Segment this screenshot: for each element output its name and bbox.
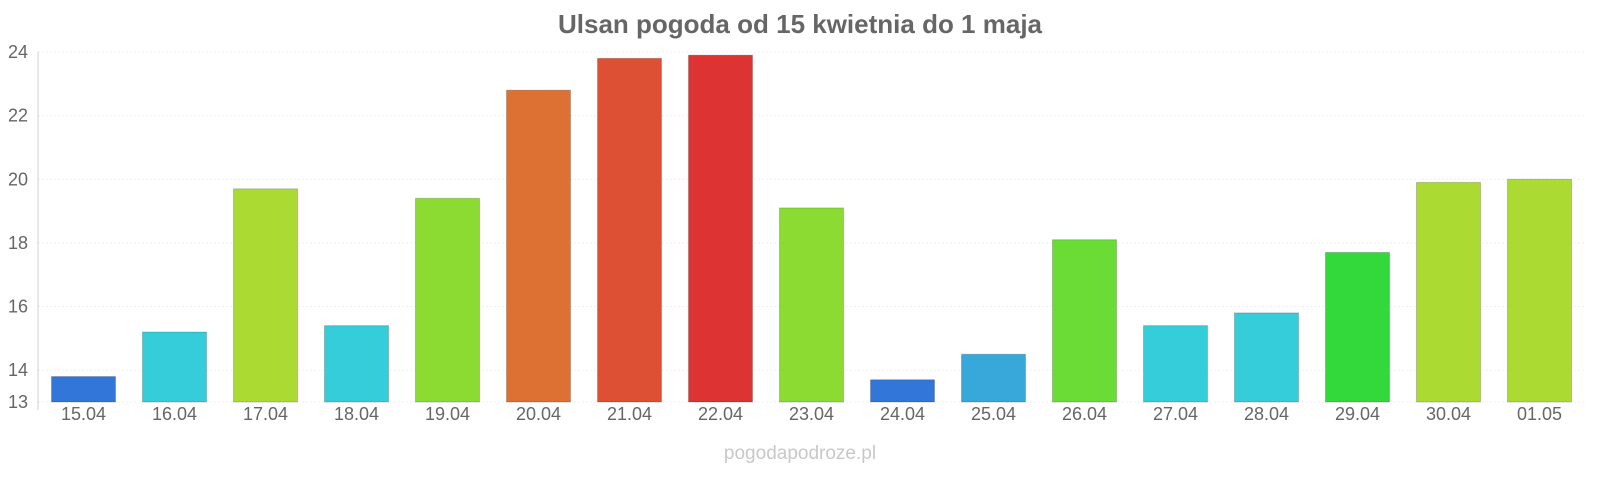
bar-28.04 (1234, 312, 1299, 403)
bar-23.04 (779, 207, 844, 403)
x-tick-label: 20.04 (516, 404, 561, 424)
chart-title: Ulsan pogoda od 15 kwietnia do 1 maja (558, 9, 1043, 39)
x-tick-label: 23.04 (789, 404, 834, 424)
x-tick-label: 01.05 (1517, 404, 1562, 424)
x-tick-label: 18.04 (334, 404, 379, 424)
x-tick-label: 15.04 (61, 404, 106, 424)
x-tick-label: 24.04 (880, 404, 925, 424)
x-tick-label: 19.04 (425, 404, 470, 424)
y-tick-label: 24 (8, 42, 28, 62)
y-tick-label: 20 (8, 169, 28, 189)
bar-26.04 (1052, 239, 1117, 403)
y-tick-label: 14 (8, 360, 28, 380)
source-label: pogodapodroze.pl (724, 443, 876, 464)
bar-16.04 (142, 331, 207, 403)
x-tick-label: 21.04 (607, 404, 652, 424)
bar-20.04 (506, 89, 571, 403)
y-tick-label: 13 (8, 392, 28, 412)
bar-18.04 (324, 325, 389, 403)
x-tick-label: 30.04 (1426, 404, 1471, 424)
bars (51, 54, 1572, 403)
x-axis-ticks: 15.04 16.04 17.04 18.04 19.04 20.04 21.04 22.04… (61, 404, 1562, 424)
x-tick-label: 26.04 (1062, 404, 1107, 424)
x-tick-label: 28.04 (1244, 404, 1289, 424)
y-tick-label: 16 (8, 297, 28, 317)
bar-25.04 (961, 353, 1026, 403)
bar-21.04 (597, 57, 662, 403)
y-tick-label: 18 (8, 233, 28, 253)
bar-01.05 (1507, 178, 1572, 403)
x-tick-label: 16.04 (152, 404, 197, 424)
bar-19.04 (415, 197, 480, 403)
y-tick-label: 22 (8, 106, 28, 126)
x-tick-label: 25.04 (971, 404, 1016, 424)
y-axis-ticks: 13 14 16 18 20 22 24 (8, 42, 28, 412)
bar-29.04 (1325, 251, 1390, 403)
bar-30.04 (1416, 181, 1481, 403)
x-tick-label: 29.04 (1335, 404, 1380, 424)
bar-17.04 (233, 188, 298, 403)
bar-22.04 (688, 54, 753, 403)
x-tick-label: 17.04 (243, 404, 288, 424)
bar-27.04 (1143, 325, 1208, 403)
bar-15.04 (51, 376, 116, 403)
x-tick-label: 27.04 (1153, 404, 1198, 424)
x-tick-label: 22.04 (698, 404, 743, 424)
bar-24.04 (870, 379, 935, 403)
